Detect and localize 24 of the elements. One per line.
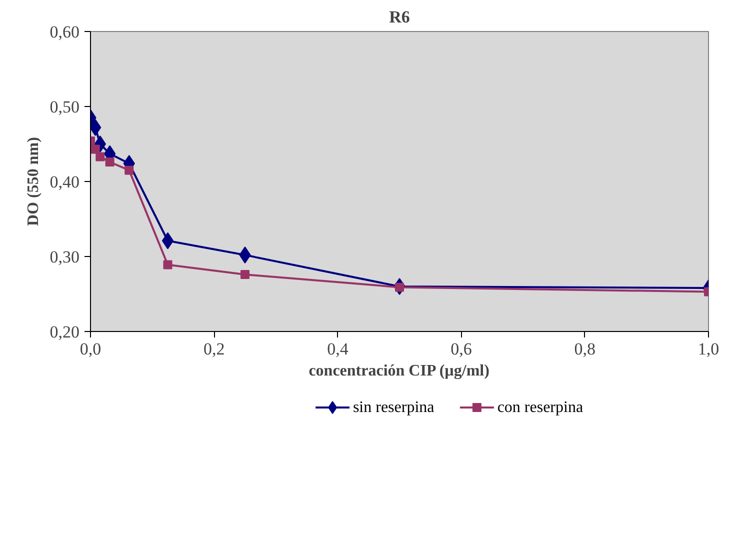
point (163, 260, 172, 270)
y-tick-label: 0,20 (50, 322, 80, 342)
x-tick-label: 0,8 (574, 340, 596, 358)
x-tick-label: 0,0 (80, 340, 102, 358)
point (90, 144, 100, 154)
y-tick-label: 0,60 (50, 22, 80, 42)
x-axis-title: concentración CIP (µg/ml) (308, 362, 490, 380)
y-axis-title: DO (550 nm) (24, 137, 42, 226)
point (105, 158, 114, 166)
point (240, 270, 250, 279)
legend-label: sin reserpina (352, 399, 434, 416)
y-tick-label: 0,30 (50, 248, 80, 266)
x-tick-label: 1,0 (698, 340, 720, 358)
point (124, 166, 134, 175)
point (162, 232, 174, 250)
x-tick-label: 0,2 (203, 340, 225, 358)
x-tick-label: 0,6 (450, 340, 472, 358)
y-tick-label: 0,50 (50, 98, 80, 116)
x-tick-label: 0,4 (327, 340, 349, 358)
point (239, 246, 251, 264)
chart-title: R6 (389, 8, 410, 26)
point (96, 152, 105, 162)
legend-label: con reserpina (497, 399, 584, 416)
y-tick-label: 0,40 (50, 172, 80, 192)
